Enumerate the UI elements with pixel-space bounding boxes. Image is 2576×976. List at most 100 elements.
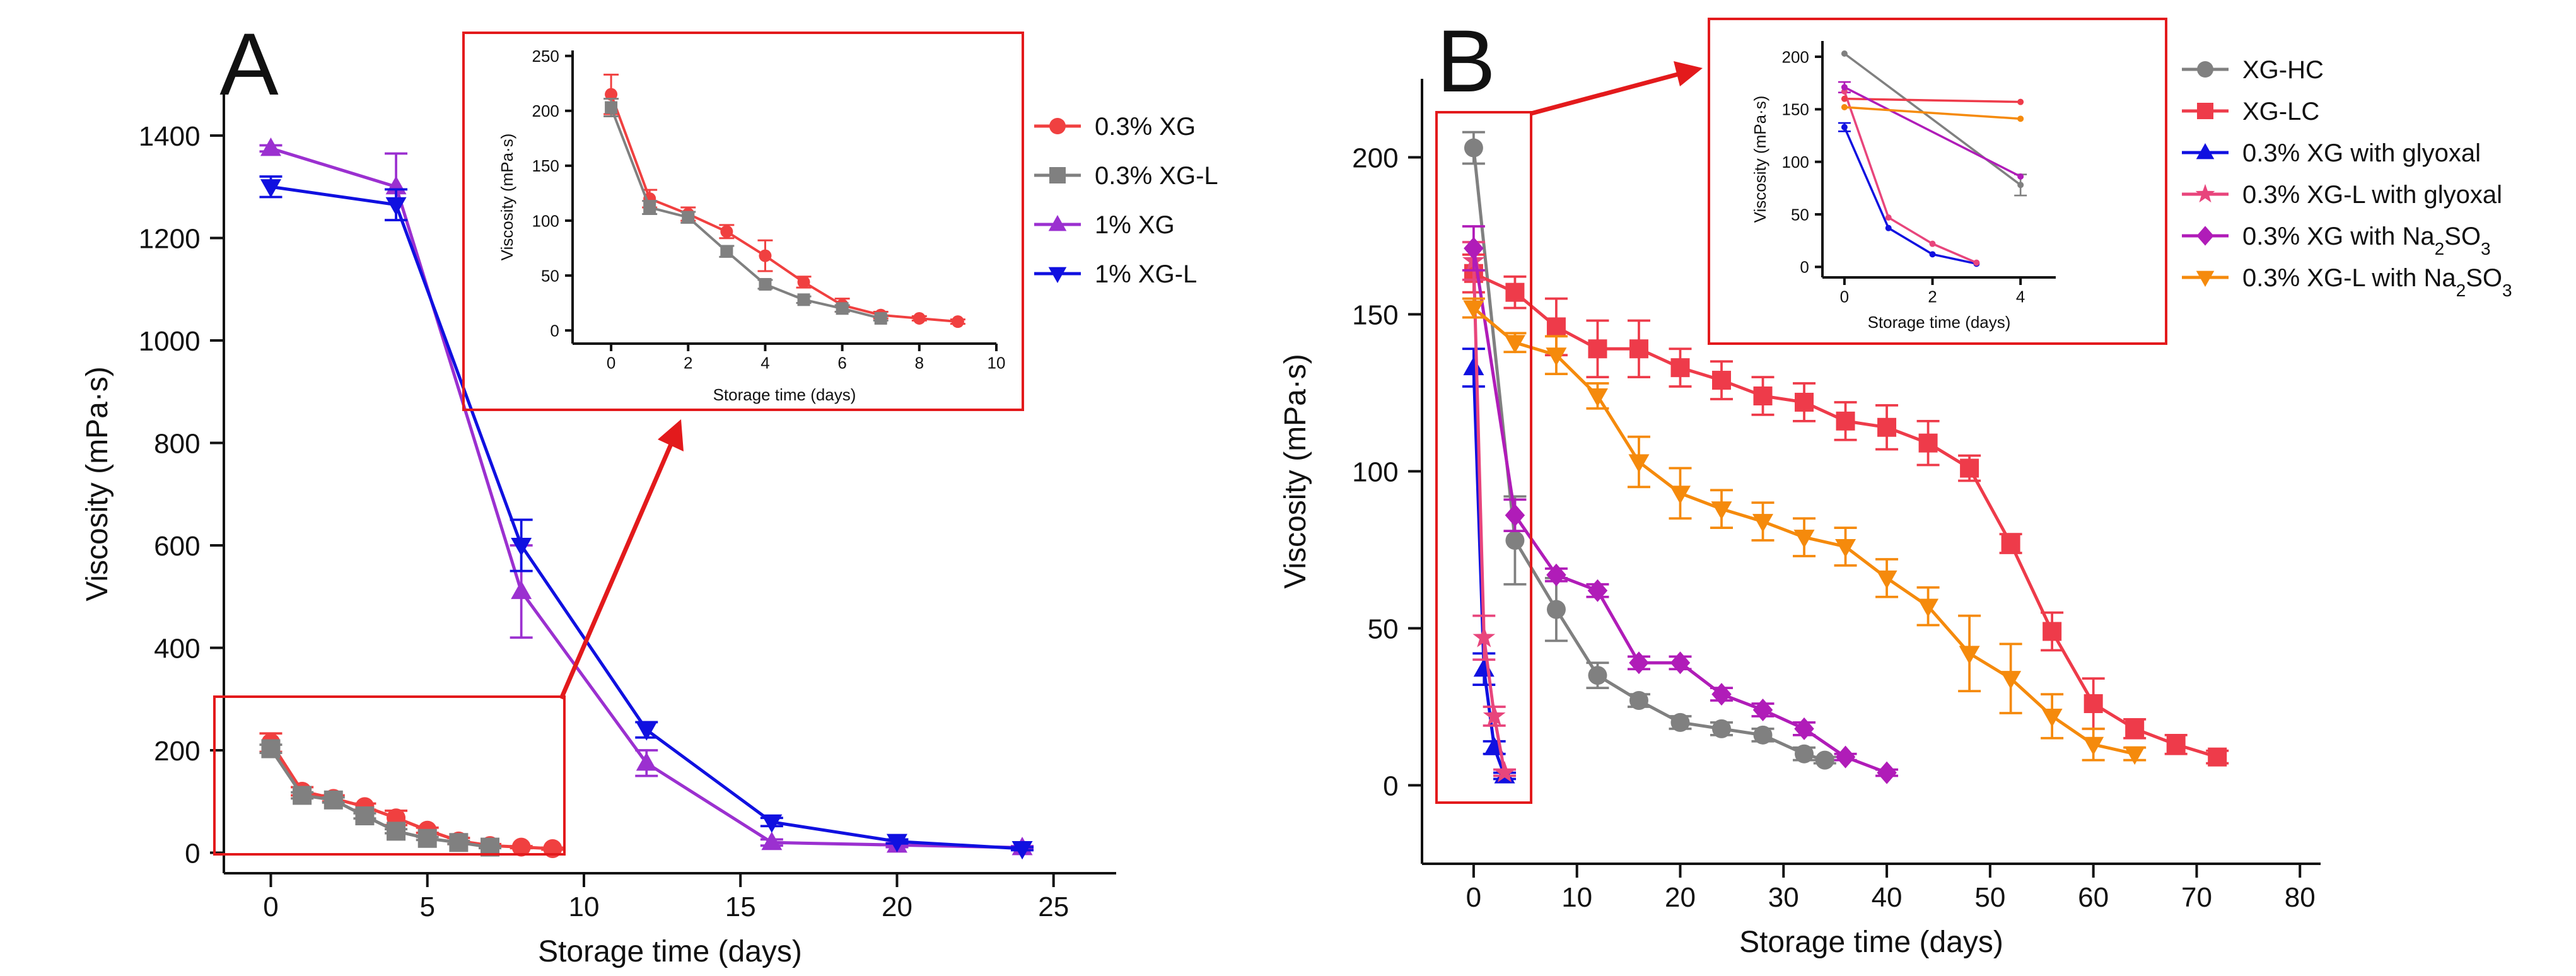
y-tick-label: 400: [154, 633, 200, 664]
legend-marker: [2195, 183, 2215, 203]
legend-item-xg-hc: XG-HC: [2182, 56, 2324, 84]
data-point: [2001, 534, 2020, 554]
data-point: [323, 790, 343, 810]
data-point: [387, 822, 406, 841]
data-point: [605, 101, 618, 114]
series-0-3-xg-l: [603, 98, 889, 325]
legend-label: XG-HC: [2242, 56, 2324, 84]
y-tick-label: 200: [1782, 47, 1809, 66]
y-tick-label: 0: [185, 838, 200, 869]
y-tick-label: 250: [532, 47, 559, 66]
legend-item-0-3-xg-l-with-na2so3: 0.3% XG-L with Na2SO3: [2182, 264, 2512, 300]
data-point: [797, 276, 810, 289]
data-point: [1795, 392, 1814, 412]
callout-region-box: [1435, 111, 1532, 804]
y-axis-label: Viscosity (mPa·s): [498, 134, 516, 261]
data-point: [1752, 698, 1773, 721]
data-point: [1670, 712, 1690, 732]
data-point: [1505, 282, 1525, 302]
data-point: [2166, 735, 2186, 754]
series-line: [1844, 97, 2021, 103]
legend-item-0-3-xg-with-glyoxal: 0.3% XG with glyoxal: [2182, 139, 2481, 167]
x-tick-label: 10: [1561, 882, 1592, 913]
data-point: [720, 225, 733, 238]
data-point: [1835, 745, 1856, 769]
x-axis-label: Storage time (days): [538, 935, 802, 968]
data-point: [874, 311, 887, 325]
data-point: [720, 245, 733, 258]
data-point: [1011, 841, 1033, 860]
data-point: [636, 722, 657, 741]
inset-data-point: [2017, 98, 2024, 105]
x-tick-label: 20: [882, 892, 912, 922]
data-point: [761, 832, 783, 851]
y-tick-label: 50: [1791, 205, 1809, 224]
inset-data-point: [1929, 240, 1936, 247]
data-point: [1464, 138, 1483, 158]
legend-marker: [1049, 167, 1066, 183]
x-tick-label: 4: [761, 353, 769, 372]
y-tick-label: 0: [1800, 258, 1809, 277]
data-point: [1463, 300, 1484, 319]
series-0-3-xg-with-na2so3: [1462, 225, 1899, 784]
data-point: [759, 249, 772, 262]
inset-data-point: [1973, 259, 1980, 266]
y-tick-label: 0: [550, 321, 559, 340]
series-0-3-xg-with-glyoxal: [1838, 122, 1977, 265]
data-point: [1960, 458, 1979, 478]
x-tick-label: 0: [263, 892, 278, 922]
y-tick-label: 100: [532, 211, 559, 230]
legend-label: 0.3% XG with Na2SO3: [2242, 223, 2491, 259]
legend-item-0-3-xg-l-with-glyoxal: 0.3% XG-L with glyoxal: [2182, 181, 2502, 209]
data-point: [1505, 504, 1525, 527]
legend-item-0-3-xg: 0.3% XG: [1034, 113, 1196, 141]
data-point: [682, 211, 695, 224]
data-point: [1794, 717, 1814, 740]
data-point: [1877, 417, 1897, 437]
data-point: [1628, 454, 1650, 473]
x-axis-label: Storage time (days): [1739, 926, 2003, 959]
x-tick-label: 25: [1038, 892, 1069, 922]
data-point: [761, 814, 783, 833]
x-tick-label: 2: [1928, 287, 1937, 306]
y-tick-label: 0: [1383, 770, 1398, 801]
data-point: [1670, 358, 1690, 378]
series-line: [1472, 148, 1826, 762]
data-point: [1587, 579, 1608, 602]
series-0-3-xg-l: [259, 739, 502, 857]
data-point: [1711, 501, 1732, 520]
data-point: [1918, 433, 1938, 453]
x-tick-label: 4: [2016, 287, 2025, 306]
callout-arrow-line: [559, 440, 675, 700]
inset-data-point: [1841, 84, 1848, 91]
data-point: [1493, 760, 1516, 782]
data-point: [1876, 570, 1897, 590]
y-tick-label: 600: [154, 531, 200, 562]
y-tick-label: 100: [1782, 153, 1809, 171]
panel-a: 0 5 10 15 20 250200400600800100012001400Stora…: [81, 15, 1218, 968]
data-point: [260, 137, 281, 156]
inset-data-point: [2017, 115, 2024, 122]
inset-data-point: [1841, 95, 1848, 102]
x-tick-label: 40: [1872, 882, 1903, 913]
data-point: [2043, 622, 2062, 641]
legend-marker: [2196, 143, 2215, 160]
x-tick-label: 60: [2078, 882, 2109, 913]
x-tick-label: 20: [1665, 882, 1696, 913]
panel-label-a: A: [219, 15, 279, 113]
series-xg-hc: [1462, 131, 1836, 770]
y-axis-label: Viscosity (mPa·s): [1751, 96, 1769, 223]
data-point: [605, 88, 618, 101]
x-tick-label: 50: [1974, 882, 2005, 913]
data-point: [1472, 625, 1496, 648]
data-point: [2208, 747, 2227, 767]
data-point: [1588, 666, 1607, 685]
series-line: [1843, 91, 1978, 264]
inset-data-point: [1885, 214, 1892, 221]
data-point: [293, 786, 312, 805]
data-point: [1712, 719, 1731, 738]
x-axis-label: Storage time (days): [1868, 313, 2011, 332]
data-point: [2000, 671, 2022, 690]
